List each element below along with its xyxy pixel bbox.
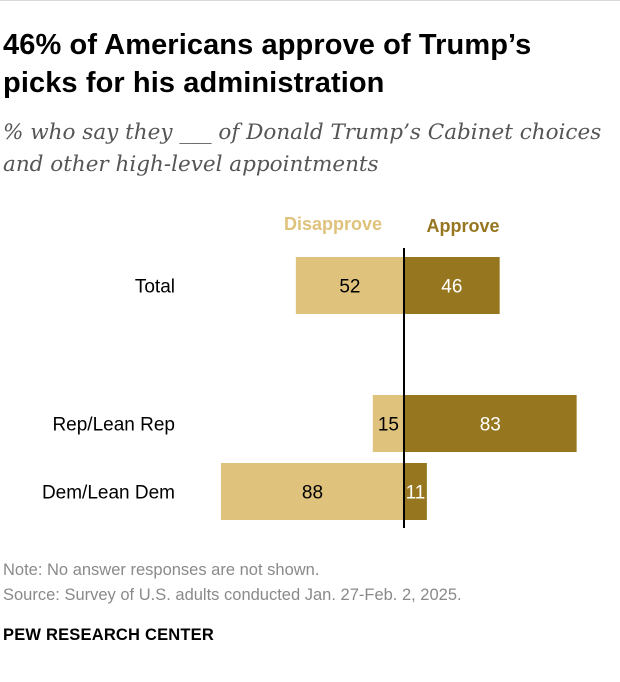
chart-rows: Total 52 46 Rep/Lean Rep 15 83 Dem/Lean Dem 88 1… <box>42 257 577 520</box>
bar-approve <box>404 395 577 452</box>
bar-disapprove <box>220 463 404 520</box>
bar-approve <box>404 257 500 314</box>
data-label-approve: 11 <box>406 483 426 504</box>
data-label-approve: 83 <box>480 415 501 436</box>
bar-disapprove <box>295 257 404 314</box>
chart-source: Source: Survey of U.S. adults conducted … <box>3 586 462 604</box>
data-label-approve: 46 <box>441 277 462 298</box>
chart-title: 46% of Americans approve of Trump’s pick… <box>3 29 532 99</box>
category-label: Total <box>135 277 175 298</box>
data-label-disapprove: 15 <box>378 415 399 436</box>
data-label-disapprove: 88 <box>302 483 323 504</box>
top-rule <box>0 0 620 1</box>
chart-subtitle: % who say they ___ of Donald Trump’s Cab… <box>3 120 602 177</box>
legend-approve: Approve <box>426 216 499 236</box>
bar-approve <box>404 463 427 520</box>
diverging-bar-chart: Disapprove Approve Total 52 46 Rep/Lean Rep… <box>42 214 577 528</box>
pew-research-center-logo: PEW RESEARCH CENTER <box>3 626 214 644</box>
legend-disapprove: Disapprove <box>284 214 382 234</box>
bar-disapprove <box>372 395 404 452</box>
data-label-disapprove: 52 <box>339 277 360 298</box>
category-label: Dem/Lean Dem <box>42 483 175 504</box>
category-label: Rep/Lean Rep <box>52 415 175 436</box>
chart-note: Note: No answer responses are not shown. <box>3 561 320 579</box>
